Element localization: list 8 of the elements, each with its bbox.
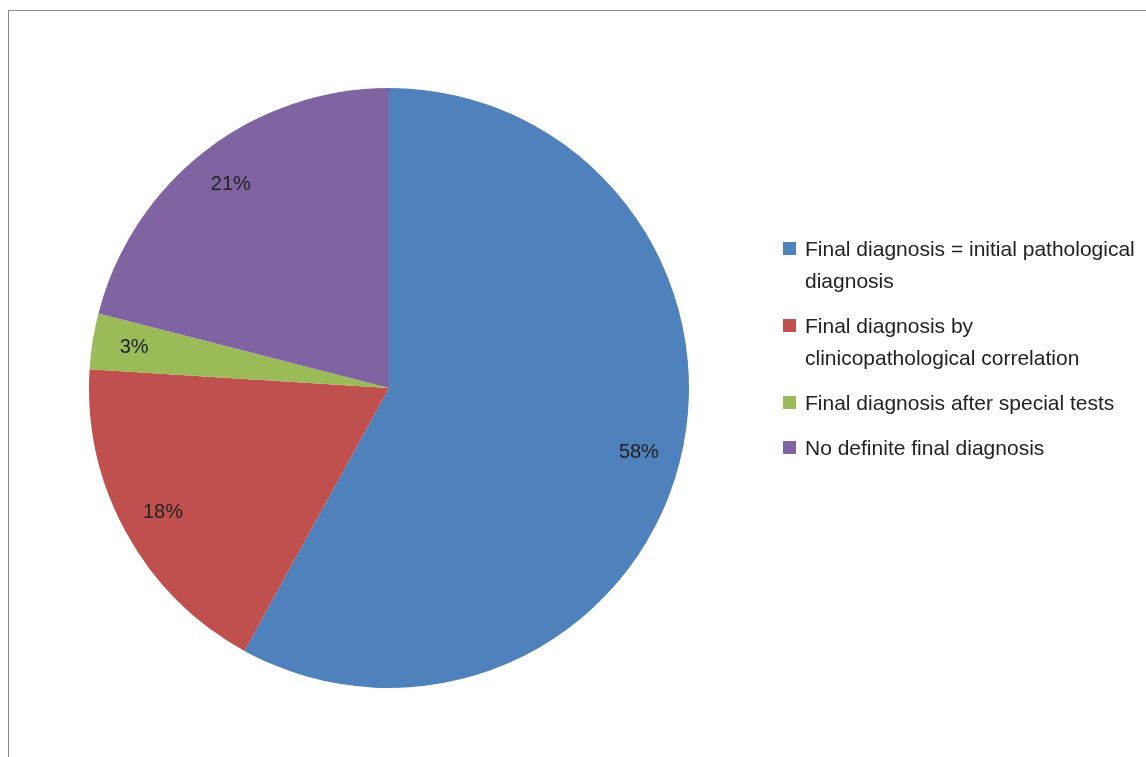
data-label: 18% [142, 499, 184, 522]
legend-label: Final diagnosis by clinicopathological correlation [805, 313, 1081, 371]
legend-label: No definite final diagnosis [805, 435, 1045, 461]
data-label: 58% [618, 439, 660, 462]
legend-label: Final diagnosis = initial pathological diagnosis [805, 236, 1136, 294]
legend-label: Final diagnosis after special tests [805, 390, 1115, 416]
data-label: 3% [119, 335, 149, 358]
data-label: 21% [210, 171, 252, 194]
